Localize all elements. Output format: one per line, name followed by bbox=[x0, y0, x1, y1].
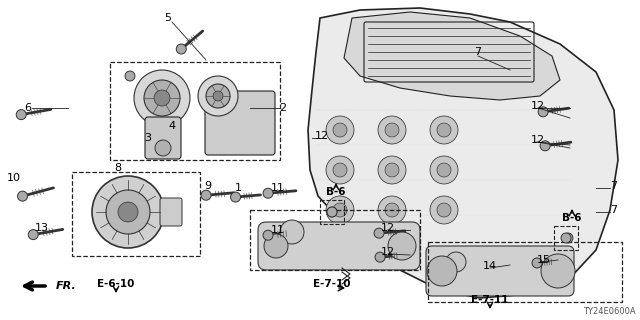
Circle shape bbox=[92, 176, 164, 248]
Circle shape bbox=[154, 90, 170, 106]
Circle shape bbox=[263, 188, 273, 198]
Text: B-6: B-6 bbox=[563, 213, 582, 223]
Circle shape bbox=[378, 156, 406, 184]
Circle shape bbox=[264, 234, 288, 258]
Text: E-7-10: E-7-10 bbox=[313, 279, 351, 289]
Circle shape bbox=[427, 256, 457, 286]
Text: 15: 15 bbox=[537, 255, 551, 265]
Text: B-6: B-6 bbox=[326, 187, 346, 197]
Text: 4: 4 bbox=[168, 121, 175, 131]
Text: 14: 14 bbox=[483, 261, 497, 271]
Circle shape bbox=[437, 123, 451, 137]
FancyBboxPatch shape bbox=[160, 198, 182, 226]
Circle shape bbox=[540, 141, 550, 151]
Text: 2: 2 bbox=[280, 103, 287, 113]
Text: FR.: FR. bbox=[56, 281, 77, 291]
Circle shape bbox=[437, 203, 451, 217]
Circle shape bbox=[374, 228, 384, 238]
Circle shape bbox=[326, 196, 354, 224]
Text: 12: 12 bbox=[531, 135, 545, 145]
Circle shape bbox=[327, 207, 337, 217]
Circle shape bbox=[28, 230, 38, 240]
Circle shape bbox=[388, 232, 416, 260]
Circle shape bbox=[155, 140, 171, 156]
Circle shape bbox=[176, 44, 186, 54]
Polygon shape bbox=[308, 8, 618, 298]
Circle shape bbox=[378, 116, 406, 144]
Circle shape bbox=[563, 233, 573, 243]
Circle shape bbox=[541, 254, 575, 288]
Text: 12: 12 bbox=[381, 223, 395, 233]
Circle shape bbox=[333, 203, 347, 217]
Text: 12: 12 bbox=[531, 101, 545, 111]
Circle shape bbox=[230, 192, 241, 202]
Circle shape bbox=[333, 123, 347, 137]
Text: 12: 12 bbox=[315, 131, 329, 141]
Circle shape bbox=[333, 163, 347, 177]
Text: 7: 7 bbox=[474, 47, 481, 57]
Circle shape bbox=[385, 123, 399, 137]
Text: 10: 10 bbox=[7, 173, 21, 183]
Circle shape bbox=[118, 202, 138, 222]
Text: 9: 9 bbox=[204, 181, 212, 191]
Circle shape bbox=[198, 76, 238, 116]
Text: 3: 3 bbox=[145, 133, 152, 143]
Text: 7: 7 bbox=[611, 205, 618, 215]
Circle shape bbox=[280, 220, 304, 244]
Text: 1: 1 bbox=[234, 183, 241, 193]
Circle shape bbox=[430, 156, 458, 184]
Circle shape bbox=[446, 252, 466, 272]
Circle shape bbox=[375, 252, 385, 262]
Circle shape bbox=[134, 70, 190, 126]
Circle shape bbox=[385, 163, 399, 177]
Text: 11: 11 bbox=[271, 225, 285, 235]
Text: 11: 11 bbox=[271, 183, 285, 193]
Circle shape bbox=[125, 71, 135, 81]
Circle shape bbox=[385, 203, 399, 217]
Circle shape bbox=[213, 91, 223, 101]
Circle shape bbox=[144, 80, 180, 116]
Text: TY24E0600A: TY24E0600A bbox=[584, 307, 636, 316]
Text: 7: 7 bbox=[611, 181, 618, 191]
Polygon shape bbox=[344, 12, 560, 100]
Text: E-6-10: E-6-10 bbox=[97, 279, 134, 289]
FancyBboxPatch shape bbox=[205, 91, 275, 155]
Circle shape bbox=[437, 163, 451, 177]
Circle shape bbox=[430, 116, 458, 144]
FancyBboxPatch shape bbox=[145, 117, 181, 159]
Text: 6: 6 bbox=[24, 103, 31, 113]
Circle shape bbox=[327, 207, 337, 217]
Circle shape bbox=[561, 233, 571, 243]
Circle shape bbox=[430, 196, 458, 224]
Circle shape bbox=[538, 107, 548, 117]
FancyBboxPatch shape bbox=[426, 246, 574, 296]
Circle shape bbox=[326, 156, 354, 184]
Circle shape bbox=[106, 190, 150, 234]
Circle shape bbox=[206, 84, 230, 108]
Circle shape bbox=[17, 191, 28, 201]
FancyBboxPatch shape bbox=[258, 222, 420, 270]
Text: 8: 8 bbox=[115, 163, 122, 173]
Circle shape bbox=[16, 110, 26, 120]
Circle shape bbox=[378, 196, 406, 224]
Circle shape bbox=[326, 116, 354, 144]
Text: 5: 5 bbox=[164, 13, 172, 23]
Circle shape bbox=[263, 230, 273, 240]
Circle shape bbox=[532, 258, 542, 268]
Text: E-7-11: E-7-11 bbox=[471, 295, 509, 305]
Text: 13: 13 bbox=[35, 223, 49, 233]
Text: 12: 12 bbox=[381, 247, 395, 257]
Circle shape bbox=[201, 190, 211, 200]
